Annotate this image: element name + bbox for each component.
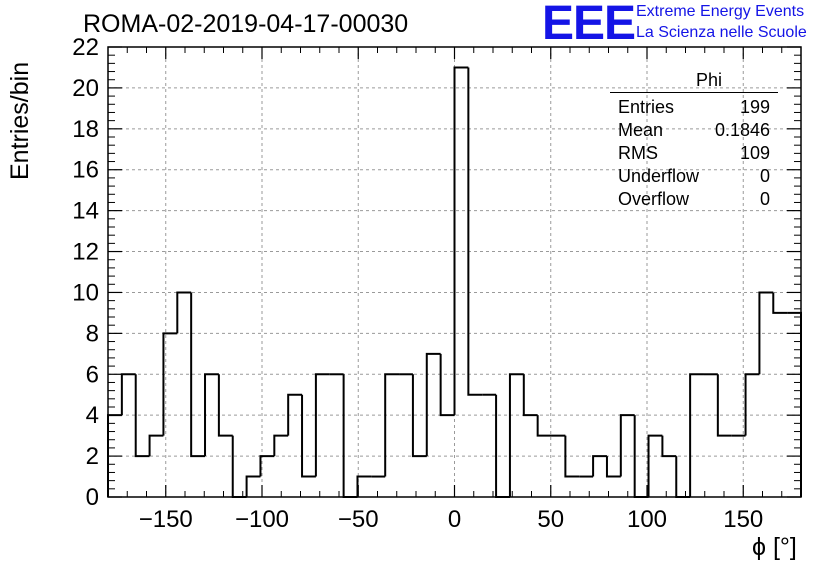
x-tick-label: 100	[627, 506, 667, 533]
logo-line-1: Extreme Energy Events	[636, 3, 805, 20]
y-tick-label: 10	[72, 279, 99, 306]
stats-row: Mean 0.1846	[610, 119, 778, 142]
histogram-bin	[661, 435, 677, 458]
histogram-bin	[273, 434, 289, 457]
histogram-bin	[467, 67, 483, 396]
histogram-bin	[716, 374, 732, 437]
stats-label: Mean	[618, 120, 664, 140]
histogram-bin	[134, 374, 150, 458]
y-tick-label: 6	[86, 361, 99, 388]
histogram-bin	[689, 373, 704, 497]
stats-value: 109	[739, 143, 770, 163]
histogram-bin	[439, 353, 455, 417]
histogram-bin	[301, 394, 316, 478]
histogram-bin	[259, 455, 275, 477]
stats-row: Underflow 0	[610, 165, 778, 188]
histogram-bin	[758, 291, 774, 375]
histogram-bin	[453, 66, 469, 416]
histogram-bin	[162, 332, 178, 436]
histogram-bin	[245, 475, 261, 497]
histogram-bin	[384, 373, 400, 477]
histogram-bin	[647, 434, 663, 497]
stats-value: 199	[739, 97, 770, 117]
y-tick-label: 14	[72, 198, 99, 225]
histogram-bin	[425, 352, 441, 457]
x-tick-label: −150	[139, 506, 193, 533]
stats-label: Underflow	[618, 166, 700, 186]
histogram-bin	[744, 373, 760, 436]
histogram-bin	[342, 374, 358, 498]
histogram-bin	[190, 292, 206, 458]
stats-row: Entries 199	[610, 96, 778, 119]
histogram-bin	[495, 394, 510, 498]
histogram-bin	[772, 292, 788, 314]
histogram-bin	[619, 414, 635, 477]
histogram-bin	[204, 373, 219, 457]
histogram-bin	[536, 415, 552, 437]
histogram-bin	[231, 435, 247, 498]
x-tick-label: −50	[338, 506, 379, 533]
y-tick-label: 0	[86, 484, 99, 511]
histogram-bin	[522, 374, 538, 417]
y-tick-label: 22	[72, 34, 99, 61]
stats-label: Overflow	[618, 189, 690, 209]
histogram-bin	[564, 435, 580, 478]
y-tick-label: 12	[72, 239, 99, 266]
histogram-bin	[287, 393, 303, 436]
eee-logo-mark: EEE	[542, 0, 636, 50]
histogram-bin	[148, 434, 164, 457]
y-tick-label: 20	[72, 75, 99, 102]
histogram-bin	[605, 456, 621, 478]
histogram-title: ROMA-02-2019-04-17-00030	[83, 10, 409, 38]
histogram-bin	[120, 373, 136, 416]
histogram-bin	[217, 374, 233, 437]
y-tick-label: 8	[86, 320, 99, 347]
x-tick-label: 150	[723, 506, 763, 533]
histogram-bin	[592, 455, 607, 477]
grid-lines	[108, 47, 801, 497]
x-tick-label: 50	[537, 506, 564, 533]
stats-value: 0	[759, 166, 770, 186]
histogram-bin	[787, 311, 802, 497]
histogram-bin	[356, 475, 372, 497]
y-tick-label: 4	[86, 402, 99, 429]
stats-label: Entries	[618, 97, 675, 117]
y-tick-label: 16	[72, 157, 99, 184]
histogram-bin	[176, 291, 192, 334]
axis-tick-labels: −150 −100 −50 0 50 100 150 0 2 4 6 8 10 12 14 16 18 20 22	[72, 34, 763, 533]
histogram-bin	[508, 373, 524, 497]
x-tick-label: 0	[448, 506, 461, 533]
x-axis-label: ϕ [°]	[752, 533, 797, 561]
y-axis-label: Entries/bin	[6, 61, 34, 180]
axis-ticks	[108, 46, 801, 498]
stats-label: RMS	[618, 143, 658, 163]
stats-box: Phi Entries 199 Mean 0.1846 RMS 109 Unde…	[610, 70, 778, 211]
stats-value: 0.1846	[714, 120, 770, 140]
histogram-bin	[314, 373, 330, 477]
y-tick-label: 2	[86, 443, 99, 470]
y-tick-label: 18	[72, 116, 99, 143]
histogram-bin	[675, 456, 691, 498]
stats-value: 0	[759, 189, 770, 209]
stats-divider	[610, 92, 778, 93]
stats-row: Overflow 0	[610, 188, 778, 211]
histogram-bin	[411, 374, 427, 458]
stats-title: Phi	[695, 70, 722, 90]
x-tick-label: −100	[235, 506, 289, 533]
stats-row: RMS 109	[610, 142, 778, 165]
logo-line-2: La Scienza nelle Scuole	[636, 24, 807, 41]
